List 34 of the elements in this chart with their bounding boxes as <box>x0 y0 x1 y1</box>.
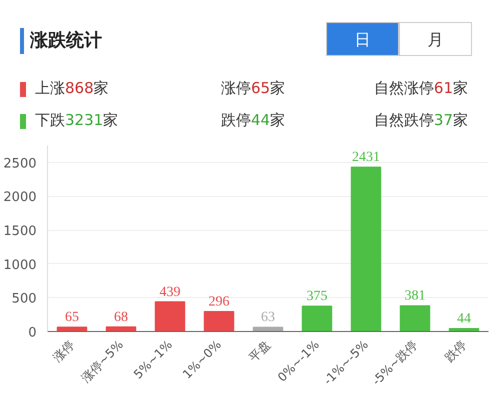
text: 下跌3231家 <box>35 110 118 131</box>
bar <box>56 326 88 332</box>
text: 日 <box>326 22 399 56</box>
y-tick-label: 500 <box>12 292 37 307</box>
data-label: 296 <box>208 294 230 310</box>
bar <box>302 306 332 332</box>
bar <box>400 305 430 332</box>
data-label: 439 <box>160 284 180 300</box>
data-label: 44 <box>457 312 471 327</box>
bar <box>154 301 186 332</box>
y-tick-label: 1500 <box>3 224 37 240</box>
bar <box>350 166 382 332</box>
text: 月 <box>399 22 472 56</box>
x-tick-label: 涨停 <box>50 338 77 364</box>
text: 涨停65家 <box>221 78 286 99</box>
y-tick-label: 2500 <box>3 156 37 172</box>
text: 自然跌停37家 <box>374 110 468 131</box>
x-tick-label: 跌停 <box>442 338 469 364</box>
text: 自然涨停61家 <box>374 78 468 99</box>
text: 跌停44家 <box>221 110 286 131</box>
y-tick-label: 1000 <box>3 258 37 273</box>
data-label: 63 <box>261 310 275 326</box>
text: 上涨868家 <box>35 78 109 99</box>
data-label: 65 <box>65 310 79 326</box>
data-label: 2431 <box>352 150 380 166</box>
data-label: 68 <box>114 310 128 325</box>
chart-title: 涨跌统计 <box>20 28 102 54</box>
bar <box>204 310 234 332</box>
data-label: 381 <box>404 288 426 304</box>
y-tick-label: 0 <box>28 326 37 340</box>
bar <box>252 326 284 332</box>
data-label: 375 <box>306 289 328 304</box>
x-tick-label: 平盘 <box>246 338 273 364</box>
y-tick-label: 2000 <box>3 190 37 206</box>
